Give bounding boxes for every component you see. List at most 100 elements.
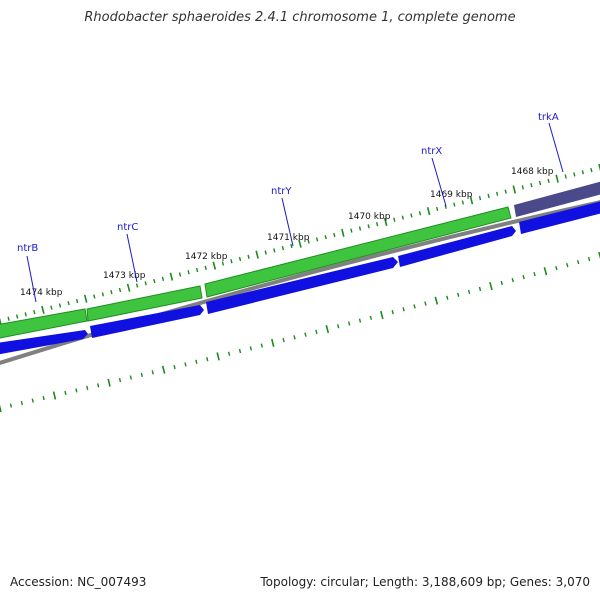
gene-arrow-reverse-2[interactable]: [90, 305, 204, 338]
kbp-label-1470: 1470 kbp: [348, 212, 391, 222]
inner-ring-tick: [184, 362, 187, 367]
map-title: Rhodobacter sphaeroides 2.4.1 chromosome…: [84, 10, 516, 25]
inner-ring-tick: [380, 310, 384, 320]
outer-ring-tick: [298, 239, 302, 248]
outer-ring-tick: [581, 170, 584, 175]
outer-ring-tick: [144, 281, 147, 286]
outer-ring-tick: [521, 185, 524, 190]
inner-ring-tick: [206, 357, 209, 362]
gene-arrow-ntrB[interactable]: [0, 308, 88, 340]
kbp-label-1472: 1472 kbp: [185, 252, 228, 262]
inner-ring-tick: [446, 295, 449, 300]
inner-ring-tick: [587, 256, 591, 262]
gene-label-ntrX[interactable]: ntrX: [421, 146, 442, 157]
inner-ring-tick: [489, 281, 493, 291]
inner-ring-tick: [543, 267, 548, 276]
inner-ring-tick: [271, 338, 275, 347]
gene-arrow-ntrY-ntrX[interactable]: [204, 206, 512, 298]
inner-ring-tick: [500, 280, 503, 286]
kbp-labels: 1474 kbp 1473 kbp 1472 kbp 1471 kbp 1470…: [20, 167, 554, 298]
outer-ring-tick: [101, 292, 105, 297]
gene-arrow-trkA[interactable]: [514, 179, 600, 217]
inner-ring-tick: [216, 352, 220, 361]
outer-ring-tick: [590, 168, 593, 173]
inner-ring-tick: [227, 351, 231, 356]
outer-ring-tick: [83, 294, 88, 303]
gene-arrow-reverse-1[interactable]: [0, 330, 88, 356]
outer-ring-tick: [315, 237, 319, 242]
inner-ring-tick: [434, 296, 439, 305]
outer-ring-tick: [15, 314, 19, 319]
outer-ring-tick: [530, 183, 533, 188]
gene-arrow-reverse-5[interactable]: [519, 199, 600, 234]
gene-arrow-reverse-3[interactable]: [206, 257, 398, 314]
kbp-label-1468: 1468 kbp: [511, 167, 554, 177]
inner-ring-tick: [325, 324, 330, 334]
outer-ring-tick: [126, 283, 131, 292]
outer-ring-tick: [401, 215, 404, 220]
outer-ring-tick: [383, 217, 388, 227]
inner-ring-tick: [369, 315, 373, 320]
inner-ring-tick: [86, 385, 89, 390]
reverse-strand-genes: [0, 199, 600, 356]
inner-ring-tick: [161, 365, 166, 374]
outer-ring-tick: [169, 272, 174, 281]
forward-strand-genes: [0, 179, 600, 340]
outer-ring-tick: [496, 191, 499, 196]
inner-ring-tick: [478, 286, 482, 292]
leader-line-ntrB: [26, 255, 37, 303]
inner-ring-tick: [64, 390, 67, 396]
inner-ring-tick: [75, 388, 78, 393]
inner-ring-tick: [31, 398, 34, 403]
leader-line-trkA: [548, 122, 564, 173]
outer-ring-tick: [24, 312, 27, 317]
kbp-label-1474: 1474 kbp: [20, 288, 63, 298]
inner-ring-tick: [173, 364, 176, 370]
outer-ring-tick: [324, 235, 327, 240]
outer-ring-tick: [573, 172, 576, 177]
inner-ring-tick: [97, 383, 100, 388]
gene-arrow-ntrC[interactable]: [86, 285, 203, 322]
outer-ring-tick: [153, 278, 156, 284]
inner-ring-tick: [424, 301, 427, 306]
inner-ring-tick: [522, 275, 525, 280]
outer-ring-tick: [187, 270, 190, 275]
kbp-label-1471: 1471 kbp: [267, 233, 310, 243]
inner-ring-tick: [467, 289, 471, 294]
leader-line-ntrX: [431, 157, 447, 207]
outer-ring-tick: [358, 226, 362, 231]
inner-ring-tick: [598, 251, 600, 259]
outer-ring-tick: [478, 196, 482, 201]
inner-ring-tick: [347, 321, 351, 326]
outer-ring-tick: [230, 259, 233, 264]
outer-ring-tick: [393, 217, 396, 222]
inner-ring-tick: [511, 278, 514, 283]
inner-ring-tick: [576, 260, 580, 265]
outer-ring-tick: [93, 294, 96, 299]
leader-line-ntrC: [126, 233, 138, 283]
outer-ring-tick: [453, 202, 456, 207]
gene-label-ntrY[interactable]: ntrY: [271, 186, 292, 197]
inner-ring-tick: [9, 403, 13, 408]
outer-ring-tick: [281, 246, 285, 251]
outer-ring-tick: [538, 180, 542, 186]
inner-ring-tick: [260, 343, 263, 348]
gene-label-trkA[interactable]: trkA: [538, 112, 559, 123]
inner-ring-tick: [282, 338, 285, 343]
gene-label-ntrC[interactable]: ntrC: [117, 222, 138, 233]
outer-ring-tick: [67, 301, 70, 306]
inner-ring-tick: [129, 375, 133, 380]
inner-ring-tick: [391, 310, 394, 315]
topology-summary: Topology: circular; Length: 3,188,609 bp…: [260, 575, 590, 589]
outer-ring-tick: [376, 222, 379, 227]
outer-ring-tick: [341, 228, 345, 237]
outer-ring-tick: [110, 290, 113, 295]
outer-ring-tick: [307, 239, 310, 244]
outer-ring-tick: [598, 163, 600, 172]
gene-arrow-reverse-4[interactable]: [398, 226, 516, 267]
outer-ring-tick: [221, 261, 225, 266]
gene-label-ntrB[interactable]: ntrB: [17, 243, 38, 254]
inner-ring-tick: [402, 307, 405, 312]
outer-ring-tick: [33, 310, 36, 315]
